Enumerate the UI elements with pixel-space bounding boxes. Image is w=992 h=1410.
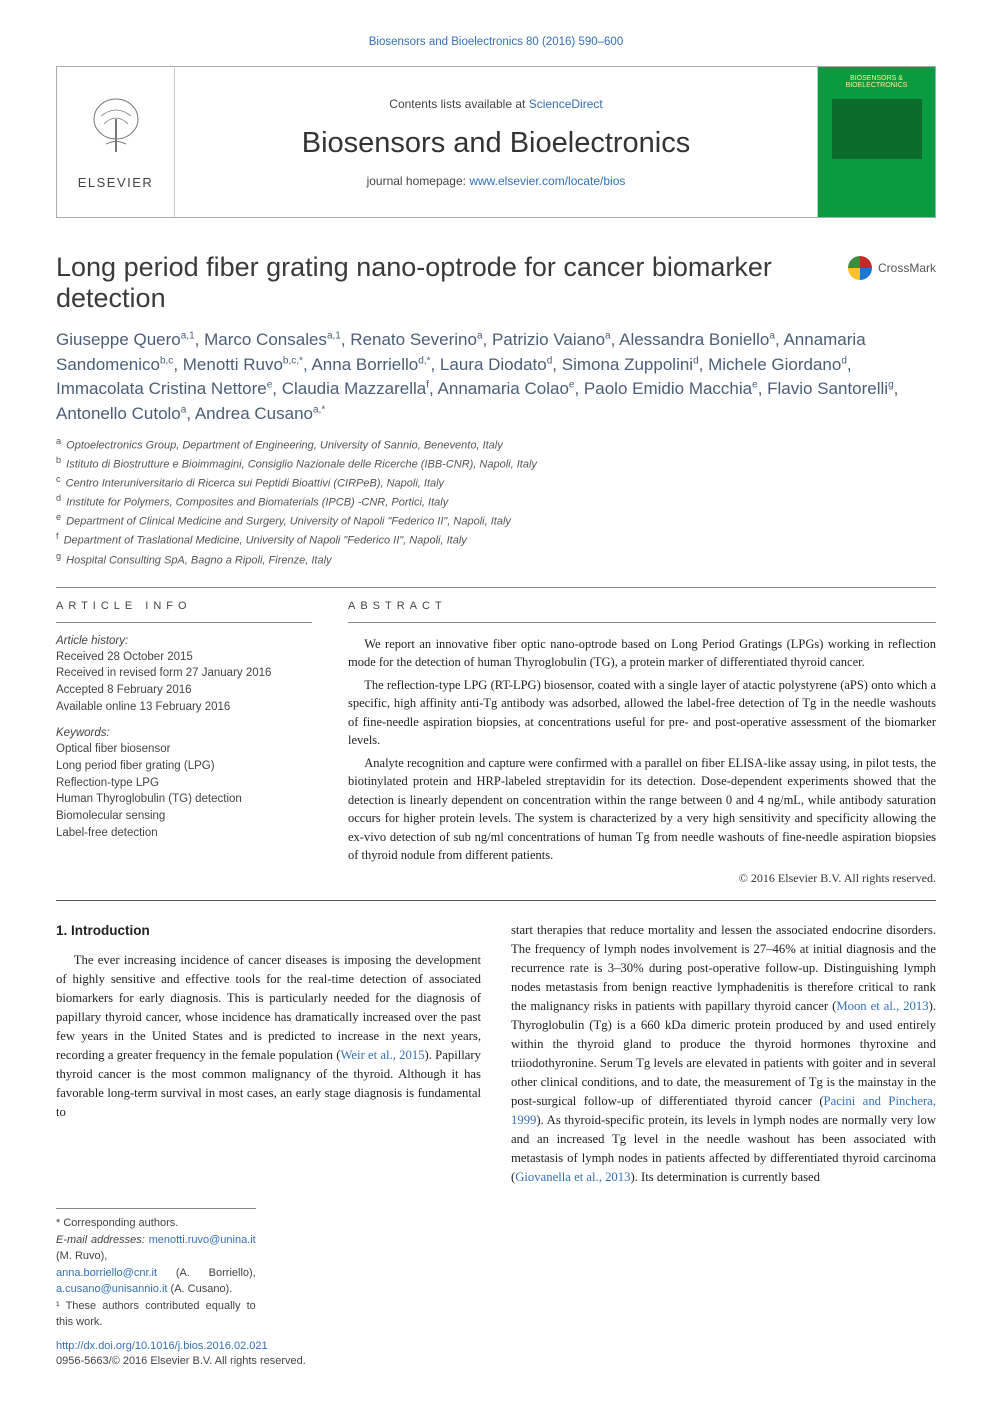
email-link[interactable]: anna.borriello@cnr.it xyxy=(56,1267,157,1279)
history-received: Received 28 October 2015 xyxy=(56,649,312,666)
email-name: (M. Ruvo), xyxy=(56,1250,107,1262)
affiliation-line: d Institute for Polymers, Composites and… xyxy=(56,492,936,511)
journal-homepage: journal homepage: www.elsevier.com/locat… xyxy=(367,174,626,188)
email-link[interactable]: a.cusano@unisannio.it xyxy=(56,1283,167,1295)
copyright: © 2016 Elsevier B.V. All rights reserved… xyxy=(348,871,936,886)
crossmark-badge[interactable]: CrossMark xyxy=(848,256,936,280)
citation-link[interactable]: Weir et al., 2015 xyxy=(340,1048,424,1062)
affiliation-line: c Centro Interuniversitario di Ricerca s… xyxy=(56,473,936,492)
affiliation-line: b Istituto di Biostrutture e Bioimmagini… xyxy=(56,454,936,473)
keyword: Biomolecular sensing xyxy=(56,808,312,825)
body-paragraph: start therapies that reduce mortality an… xyxy=(511,921,936,1188)
abstract-label: ABSTRACT xyxy=(348,600,936,612)
publisher-name: ELSEVIER xyxy=(78,175,154,190)
journal-name: Biosensors and Bioelectronics xyxy=(302,127,690,160)
crossmark-label: CrossMark xyxy=(878,261,936,275)
cover-title: BIOSENSORS & BIOELECTRONICS xyxy=(826,75,927,89)
section-divider xyxy=(56,900,936,901)
author-list: Giuseppe Queroa,1, Marco Consalesa,1, Re… xyxy=(56,328,936,427)
issn-copyright: 0956-5663/© 2016 Elsevier B.V. All right… xyxy=(56,1355,306,1367)
divider xyxy=(56,587,936,588)
abstract-p1: We report an innovative fiber optic nano… xyxy=(348,635,936,672)
citation-link[interactable]: Moon et al., 2013 xyxy=(836,999,928,1013)
contents-line: Contents lists available at ScienceDirec… xyxy=(389,97,602,111)
divider xyxy=(56,622,312,623)
footnotes: * Corresponding authors. E-mail addresse… xyxy=(56,1208,256,1331)
crossmark-icon xyxy=(848,256,872,280)
corresponding-note: * Corresponding authors. xyxy=(56,1215,256,1232)
keyword: Human Thyroglobulin (TG) detection xyxy=(56,791,312,808)
article-info-label: ARTICLE INFO xyxy=(56,600,312,612)
abstract: We report an innovative fiber optic nano… xyxy=(348,635,936,865)
divider xyxy=(348,622,936,623)
affiliation-line: g Hospital Consulting SpA, Bagno a Ripol… xyxy=(56,550,936,569)
history-head: Article history: xyxy=(56,635,312,647)
doi-link[interactable]: http://dx.doi.org/10.1016/j.bios.2016.02… xyxy=(56,1340,268,1352)
keyword: Reflection-type LPG xyxy=(56,775,312,792)
body-paragraph: The ever increasing incidence of cancer … xyxy=(56,951,481,1122)
doi-block: http://dx.doi.org/10.1016/j.bios.2016.02… xyxy=(56,1339,481,1370)
running-head-link[interactable]: Biosensors and Bioelectronics 80 (2016) … xyxy=(369,36,623,48)
homepage-link[interactable]: www.elsevier.com/locate/bios xyxy=(469,174,625,188)
abstract-p3: Analyte recognition and capture were con… xyxy=(348,754,936,865)
citation-link[interactable]: Giovanella et al., 2013 xyxy=(515,1170,630,1184)
homepage-prefix: journal homepage: xyxy=(367,174,470,188)
journal-cover-thumb: BIOSENSORS & BIOELECTRONICS xyxy=(817,67,935,217)
keyword: Label-free detection xyxy=(56,825,312,842)
affiliation-line: f Department of Traslational Medicine, U… xyxy=(56,530,936,549)
keyword: Optical fiber biosensor xyxy=(56,741,312,758)
sciencedirect-link[interactable]: ScienceDirect xyxy=(529,97,603,111)
keywords-list: Optical fiber biosensorLong period fiber… xyxy=(56,741,312,841)
email-label: E-mail addresses: xyxy=(56,1234,145,1246)
history-online: Available online 13 February 2016 xyxy=(56,699,312,716)
article-title: Long period fiber grating nano-optrode f… xyxy=(56,252,848,314)
email-name: (A. Borriello), xyxy=(176,1267,256,1279)
body-text: 1. Introduction The ever increasing inci… xyxy=(56,921,936,1370)
affiliation-line: e Department of Clinical Medicine and Su… xyxy=(56,511,936,530)
section-heading: 1. Introduction xyxy=(56,921,481,941)
equal-contribution-note: ¹ These authors contributed equally to t… xyxy=(56,1298,256,1331)
abstract-p2: The reflection-type LPG (RT-LPG) biosens… xyxy=(348,676,936,750)
history-accepted: Accepted 8 February 2016 xyxy=(56,682,312,699)
history-revised: Received in revised form 27 January 2016 xyxy=(56,665,312,682)
email-name: (A. Cusano). xyxy=(171,1283,233,1295)
email-link[interactable]: menotti.ruvo@unina.it xyxy=(149,1234,256,1246)
publisher-logo: ELSEVIER xyxy=(57,67,175,217)
running-head: Biosensors and Bioelectronics 80 (2016) … xyxy=(56,36,936,48)
keywords-head: Keywords: xyxy=(56,727,312,739)
journal-masthead: ELSEVIER Contents lists available at Sci… xyxy=(56,66,936,218)
affiliation-line: a Optoelectronics Group, Department of E… xyxy=(56,435,936,454)
elsevier-tree-icon xyxy=(86,94,146,171)
cover-image-icon xyxy=(832,99,922,159)
keyword: Long period fiber grating (LPG) xyxy=(56,758,312,775)
contents-prefix: Contents lists available at xyxy=(389,97,528,111)
affiliations: a Optoelectronics Group, Department of E… xyxy=(56,435,936,569)
